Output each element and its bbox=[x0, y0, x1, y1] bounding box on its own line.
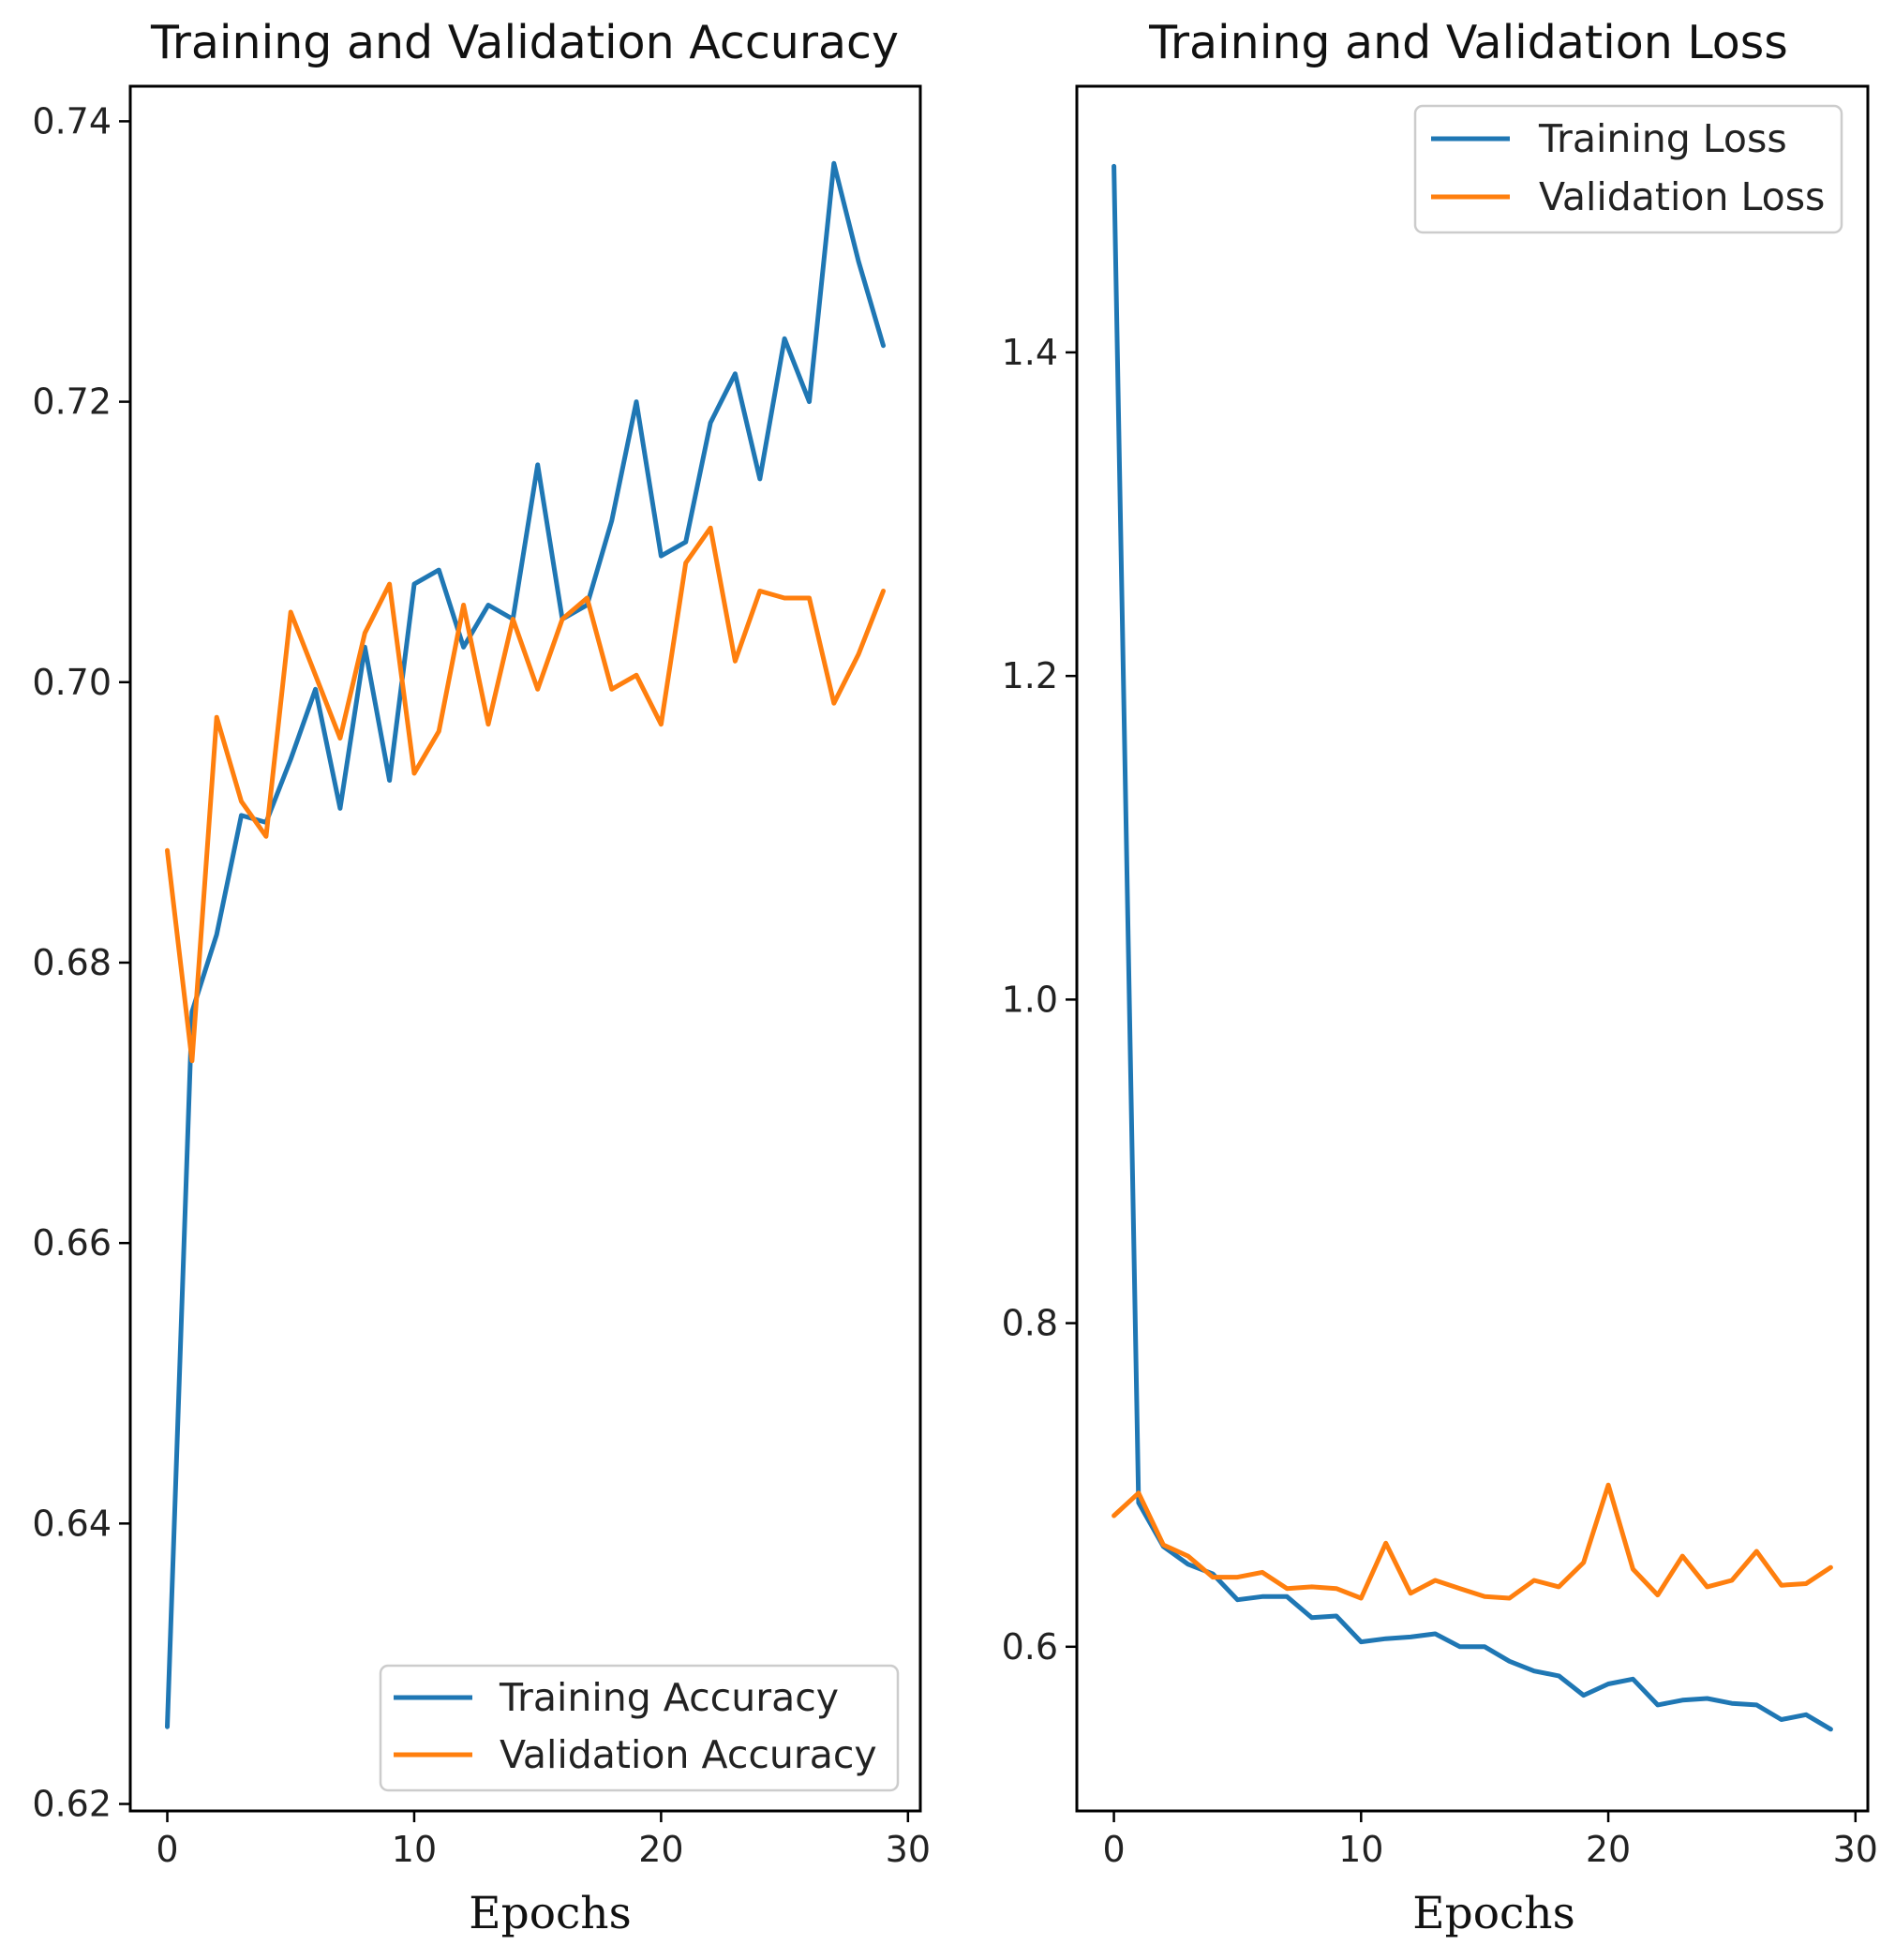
chart-title: Training and Validation Accuracy bbox=[150, 16, 899, 69]
plot-frame bbox=[128, 84, 922, 1813]
series-line-validation-accuracy bbox=[165, 525, 886, 1064]
x-tick-label: 10 bbox=[1338, 1829, 1383, 1870]
x-axis-label: Epochs bbox=[1412, 1888, 1574, 1939]
y-tick-label: 0.74 bbox=[32, 100, 112, 142]
x-tick-label: 10 bbox=[392, 1829, 437, 1870]
axis-ticks: 0 10 20 30 0.6 0.8 1.0 1.2 1.4 bbox=[1002, 332, 1878, 1870]
y-tick-label: 0.64 bbox=[32, 1503, 112, 1544]
y-tick-label: 0.70 bbox=[32, 662, 112, 703]
series-line-training-loss bbox=[1112, 163, 1833, 1732]
x-tick-label: 30 bbox=[1833, 1829, 1878, 1870]
y-tick-label: 0.66 bbox=[32, 1222, 112, 1264]
loss-chart: Training and Validation Loss 0 10 20 300.60… bbox=[1002, 16, 1878, 1939]
x-tick-label: 30 bbox=[886, 1829, 931, 1870]
plot-frame bbox=[1075, 84, 1870, 1813]
legend-label-training-loss: Training Loss bbox=[1538, 116, 1787, 161]
y-tick-label: 0.68 bbox=[32, 942, 112, 983]
legend-label-training-accuracy: Training Accuracy bbox=[499, 1675, 839, 1720]
legend-box bbox=[1413, 104, 1843, 234]
y-tick-label: 1.4 bbox=[1002, 332, 1058, 373]
chart-title: Training and Validation Loss bbox=[1148, 16, 1788, 69]
series-group bbox=[165, 160, 886, 1729]
y-tick-label: 0.8 bbox=[1002, 1303, 1058, 1344]
x-tick-label: 20 bbox=[638, 1829, 683, 1870]
series-group bbox=[1112, 163, 1833, 1732]
accuracy-chart: Training and Validation Accuracy 0 10 20 30… bbox=[32, 16, 931, 1939]
legend: Training Loss Validation Loss bbox=[1413, 104, 1843, 234]
y-tick-label: 0.72 bbox=[32, 382, 112, 423]
series-line-training-accuracy bbox=[165, 160, 886, 1729]
y-tick-label: 1.2 bbox=[1002, 655, 1058, 696]
x-tick-label: 0 bbox=[156, 1829, 178, 1870]
legend-label-validation-accuracy: Validation Accuracy bbox=[500, 1732, 877, 1777]
y-tick-label: 0.6 bbox=[1002, 1626, 1058, 1668]
axis-ticks: 0 10 20 30 0.62 0.64 0.66 0.68 0.70 0.72 0.74 bbox=[32, 100, 931, 1870]
x-axis-label: Epochs bbox=[469, 1888, 631, 1939]
y-tick-label: 0.62 bbox=[32, 1784, 112, 1825]
x-tick-label: 20 bbox=[1586, 1829, 1631, 1870]
series-line-validation-loss bbox=[1112, 1482, 1833, 1601]
x-tick-label: 0 bbox=[1102, 1829, 1125, 1870]
legend-label-validation-loss: Validation Loss bbox=[1539, 174, 1825, 219]
y-tick-label: 1.0 bbox=[1002, 979, 1058, 1020]
legend-box bbox=[379, 1664, 900, 1792]
legend: Training Accuracy Validation Accuracy bbox=[379, 1664, 900, 1792]
